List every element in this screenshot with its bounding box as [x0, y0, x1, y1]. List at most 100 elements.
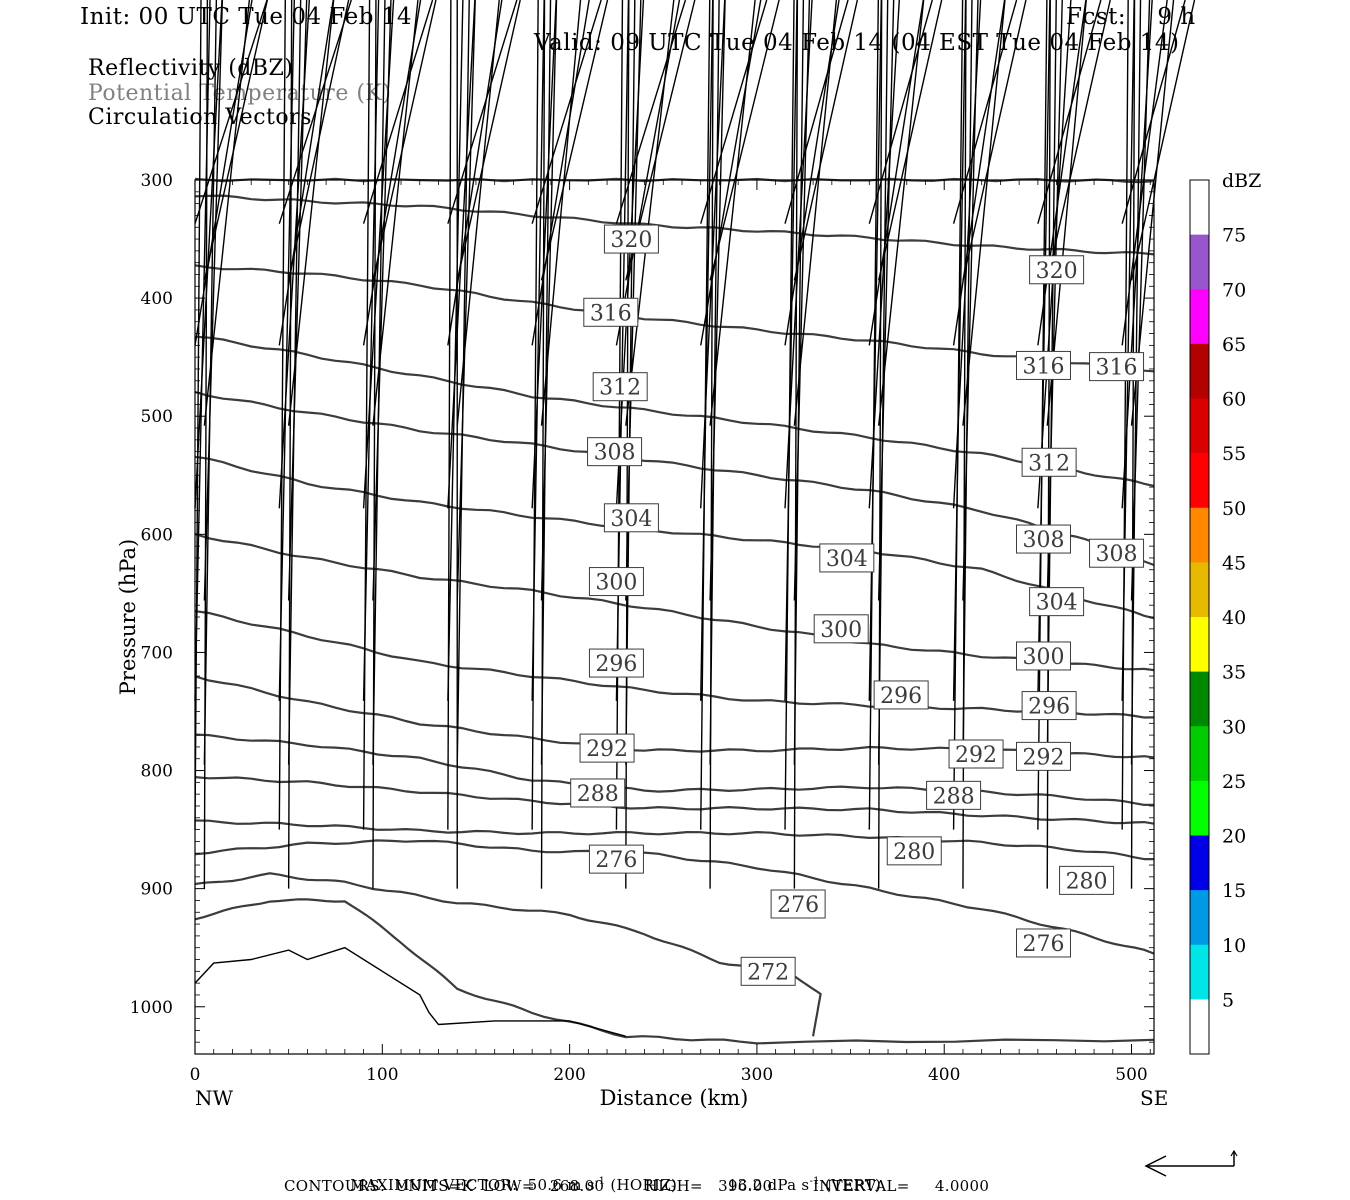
vector-shaft	[203, 0, 218, 765]
vector-arrow	[540, 0, 546, 889]
vector-arrow	[1037, 0, 1102, 224]
vector-arrow	[278, 0, 286, 830]
vector-arrow	[447, 0, 476, 509]
colorbar-swatch	[1190, 671, 1209, 727]
contours-info: CONTOURS: UNITS=K LOW= 268.00 HIGH= 396.…	[284, 1177, 990, 1195]
vector-shaft	[194, 0, 202, 830]
vector-shaft	[793, 0, 838, 426]
theta-contour-272	[194, 872, 822, 1037]
colorbar-swatch	[1190, 180, 1209, 236]
vector-arrow	[709, 0, 780, 281]
contour-label-text: 292	[1022, 745, 1064, 770]
colorbar-tick-label: 60	[1222, 389, 1246, 411]
vector-shaft	[447, 0, 476, 509]
circulation-vectors	[194, 0, 1196, 889]
vector-arrow	[793, 0, 859, 281]
vector-arrow	[877, 0, 883, 889]
vector-shaft	[203, 0, 209, 889]
contour-label-text: 272	[747, 960, 789, 985]
contour-label-280-0: 280	[886, 836, 942, 866]
vector-shaft	[372, 0, 377, 889]
contour-label-text: 292	[586, 737, 628, 762]
vector-shaft	[709, 0, 714, 889]
contour-label-292-0: 292	[579, 733, 635, 763]
contour-label-316-0: 316	[583, 297, 639, 327]
vector-shaft	[784, 0, 849, 224]
contour-label-text: 304	[826, 547, 868, 572]
colorbar-swatch	[1190, 562, 1209, 618]
contour-label-box	[1015, 524, 1071, 554]
vector-shaft	[952, 0, 964, 830]
vector-arrow	[1037, 0, 1087, 346]
x-tick-label: 0	[190, 1065, 201, 1085]
vector-shaft	[615, 0, 624, 830]
field-circulation-vectors: Circulation Vectors	[88, 105, 312, 130]
colorbar-swatch	[1190, 780, 1209, 836]
theta-contour-308	[194, 390, 1155, 567]
max-horiz-exp: -1	[594, 1176, 606, 1187]
contour-label-292-2: 292	[1015, 741, 1071, 771]
contour-label-text: 276	[595, 848, 637, 873]
colorbar-swatch	[1190, 617, 1209, 673]
contour-labels: 320 320 316 316 316 312 312 308 308 308 304 304 304 3…	[570, 224, 1145, 986]
colorbar-swatch	[1190, 507, 1209, 563]
x-tick-label: 400	[928, 1065, 960, 1085]
contour-label-text: 308	[1096, 542, 1138, 567]
forecast-hour: Fcst: 9 h	[1066, 4, 1196, 30]
max-vert-value: 13.2 dPa s	[727, 1176, 810, 1194]
vector-shaft	[1037, 0, 1087, 346]
vector-arrow	[287, 0, 302, 765]
x-end-label-left: NW	[195, 1086, 234, 1110]
contour-label-text: 280	[893, 840, 935, 865]
reference-vector-icon	[1144, 1149, 1238, 1177]
colorbar-title: dBZ	[1222, 170, 1261, 192]
vector-shaft	[700, 0, 711, 830]
contour-label-box	[740, 956, 796, 986]
vector-shaft	[700, 0, 768, 224]
contour-label-text: 308	[1022, 528, 1064, 553]
theta-contour-316	[194, 264, 1155, 373]
contour-label-312-1: 312	[1021, 447, 1077, 477]
colorbar-tick-label: 70	[1222, 279, 1246, 301]
colorbar-tick-label: 65	[1222, 334, 1246, 356]
contour-label-box	[813, 614, 869, 644]
vector-arrow	[709, 0, 714, 889]
vector-shaft	[1037, 0, 1102, 224]
y-tick-label: 300	[141, 171, 173, 191]
contour-label-box	[1029, 255, 1085, 285]
y-tick-label: 500	[141, 407, 173, 427]
vector-arrow	[1121, 0, 1186, 224]
contour-label-box	[583, 297, 639, 327]
contour-label-text: 300	[820, 618, 862, 643]
colorbar-swatch	[1190, 944, 1209, 1000]
vector-arrow	[709, 0, 756, 426]
vector-arrow	[877, 0, 943, 281]
contour-label-box	[570, 778, 626, 808]
contour-label-box	[886, 836, 942, 866]
vector-arrow	[372, 0, 377, 889]
contour-label-box	[603, 503, 659, 533]
colorbar-swatch	[1190, 289, 1209, 345]
vector-arrow	[194, 0, 202, 830]
colorbar-swatch	[1190, 835, 1209, 891]
vector-shaft	[447, 0, 464, 701]
colorbar-tick-label: 55	[1222, 443, 1246, 465]
vector-arrow	[877, 0, 925, 426]
contour-label-304-0: 304	[603, 503, 659, 533]
contour-label-text: 300	[1022, 645, 1064, 670]
vector-shaft	[287, 0, 308, 601]
contour-label-280-1: 280	[1059, 865, 1115, 895]
vector-shaft	[287, 0, 302, 765]
contour-label-box	[1089, 352, 1145, 382]
vector-shaft	[625, 0, 675, 426]
vector-arrow	[456, 0, 476, 601]
colorbar-tick-label: 75	[1222, 225, 1246, 247]
contour-label-text: 316	[1096, 356, 1138, 381]
vector-arrow	[540, 0, 609, 281]
vector-shaft	[447, 0, 452, 830]
vector-arrow	[784, 0, 849, 224]
theta-contour-276	[194, 839, 1155, 955]
contour-label-box	[948, 739, 1004, 769]
vector-arrow	[531, 0, 590, 346]
vector-shaft	[362, 0, 371, 830]
